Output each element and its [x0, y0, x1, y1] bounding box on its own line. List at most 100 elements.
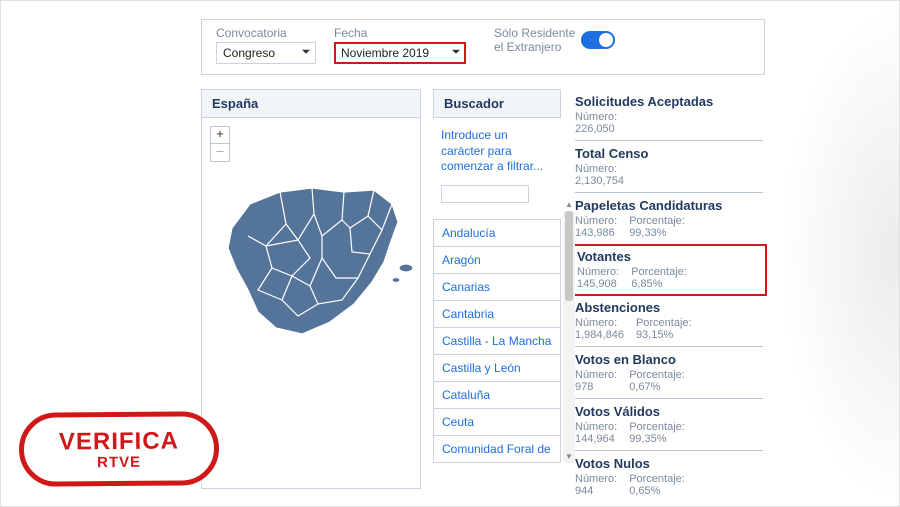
stats-numero: Número:944 [575, 473, 617, 497]
region-item[interactable]: Cantabria [434, 301, 560, 328]
stats-row: Número:144,964 Porcentaje:99,35% [575, 421, 763, 445]
stats-porcentaje: Porcentaje:93,15% [636, 317, 692, 341]
stats-porcentaje: Porcentaje:99,33% [629, 215, 685, 239]
stats-numero-label: Número: [575, 163, 624, 175]
zoom-controls: + – [210, 126, 230, 162]
zoom-in-button[interactable]: + [210, 126, 230, 144]
stats-numero-label: Número: [577, 266, 619, 278]
stats-numero-label: Número: [575, 473, 617, 485]
region-item[interactable]: Cataluña [434, 382, 560, 409]
stats-numero-label: Número: [575, 111, 617, 123]
stamp-main: VERIFICA [59, 427, 179, 456]
stats-porcentaje: Porcentaje:99,35% [629, 421, 685, 445]
stats-numero: Número:2,130,754 [575, 163, 624, 187]
stats-row: Número:2,130,754 [575, 163, 763, 187]
search-panel: Buscador Introduce un carácter para come… [433, 89, 561, 489]
stats-porcentaje-value: 93,15% [636, 329, 692, 341]
stats-title: Votos Válidos [575, 405, 763, 420]
stats-numero: Número:145,908 [577, 266, 619, 290]
fecha-label: Fecha [334, 26, 466, 40]
stats-porcentaje-value: 99,35% [629, 433, 685, 445]
buscador-hint: Introduce un carácter para comenzar a fi… [433, 118, 561, 181]
stats-numero: Número:226,050 [575, 111, 617, 135]
map-header: España [201, 89, 421, 118]
stats-title: Votos en Blanco [575, 353, 763, 368]
stats-block: Solicitudes AceptadasNúmero:226,050 [575, 89, 763, 141]
region-item[interactable]: Aragón [434, 247, 560, 274]
search-input[interactable] [441, 185, 529, 203]
buscador-header: Buscador [433, 89, 561, 118]
stats-porcentaje-value: 0,65% [629, 485, 685, 497]
map-panel: España + – [201, 89, 421, 489]
stats-numero: Número:144,964 [575, 421, 617, 445]
region-item[interactable]: Castilla - La Mancha [434, 328, 560, 355]
residentes-label: Sólo Residente el Extranjero [494, 26, 575, 55]
map-body[interactable]: + – [201, 118, 421, 489]
stats-block: Total CensoNúmero:2,130,754 [575, 141, 763, 193]
region-list[interactable]: AndalucíaAragónCanariasCantabriaCastilla… [433, 219, 561, 463]
stats-numero-label: Número: [575, 317, 624, 329]
stats-porcentaje: Porcentaje:0,65% [629, 473, 685, 497]
scroll-up-icon[interactable]: ▲ [563, 199, 575, 211]
stats-block: Papeletas CandidaturasNúmero:143,986 Porc… [575, 193, 763, 245]
stats-row: Número:978 Porcentaje:0,67% [575, 369, 763, 393]
verifica-stamp: VERIFICA RTVE [19, 411, 220, 487]
stats-row: Número:944 Porcentaje:0,65% [575, 473, 763, 497]
region-item[interactable]: Castilla y León [434, 355, 560, 382]
stats-numero-value: 2,130,754 [575, 175, 624, 187]
stats-numero-value: 145,908 [577, 278, 619, 290]
stats-block: AbstencionesNúmero:1,984,846 Porcentaje:9… [575, 295, 763, 347]
stats-title: Papeletas Candidaturas [575, 199, 763, 214]
region-item[interactable]: Ceuta [434, 409, 560, 436]
stats-numero-label: Número: [575, 215, 617, 227]
stats-title: Total Censo [575, 147, 763, 162]
stamp-sub: RTVE [97, 453, 141, 470]
stats-numero: Número:1,984,846 [575, 317, 624, 341]
stats-numero: Número:143,986 [575, 215, 617, 239]
stats-numero-value: 978 [575, 381, 617, 393]
stats-porcentaje-value: 99,33% [629, 227, 685, 239]
convocatoria-select[interactable]: Congreso [216, 42, 316, 64]
stats-porcentaje-label: Porcentaje: [629, 215, 685, 227]
residentes-toggle-group: Sólo Residente el Extranjero [494, 26, 615, 55]
stats-porcentaje: Porcentaje:6,85% [631, 266, 687, 290]
convocatoria-select-wrap: Congreso [216, 42, 316, 64]
stats-panel: Solicitudes AceptadasNúmero:226,050Total… [573, 89, 765, 489]
stats-porcentaje: Porcentaje:0,67% [629, 369, 685, 393]
region-item[interactable]: Comunidad Foral de [434, 436, 560, 463]
stats-numero-value: 1,984,846 [575, 329, 624, 341]
stats-porcentaje-label: Porcentaje: [636, 317, 692, 329]
stats-porcentaje-label: Porcentaje: [629, 421, 685, 433]
stats-numero-value: 143,986 [575, 227, 617, 239]
residentes-label-2: el Extranjero [494, 40, 575, 54]
stats-numero: Número:978 [575, 369, 617, 393]
stats-row: Número:1,984,846 Porcentaje:93,15% [575, 317, 763, 341]
stats-porcentaje-label: Porcentaje: [631, 266, 687, 278]
stats-porcentaje-label: Porcentaje: [629, 473, 685, 485]
stats-title: Votantes [577, 250, 761, 265]
filter-bar: Convocatoria Congreso Fecha Noviembre 20… [201, 19, 765, 75]
stats-porcentaje-value: 0,67% [629, 381, 685, 393]
fecha-select-wrap: Noviembre 2019 [334, 42, 466, 64]
stats-block: VotantesNúmero:145,908 Porcentaje:6,85% [571, 244, 767, 296]
stats-title: Solicitudes Aceptadas [575, 95, 763, 110]
scrollbar-track[interactable]: ▲ ▼ [563, 211, 575, 463]
stats-block: Votos NulosNúmero:944 Porcentaje:0,65% [575, 451, 763, 502]
stats-numero-label: Número: [575, 369, 617, 381]
residentes-toggle[interactable] [581, 31, 615, 49]
stats-numero-label: Número: [575, 421, 617, 433]
stats-title: Votos Nulos [575, 457, 763, 472]
stats-numero-value: 144,964 [575, 433, 617, 445]
fecha-group: Fecha Noviembre 2019 [334, 26, 466, 64]
scroll-down-icon[interactable]: ▼ [563, 451, 575, 463]
stats-row: Número:143,986 Porcentaje:99,33% [575, 215, 763, 239]
region-item[interactable]: Canarias [434, 274, 560, 301]
content-columns: España + – [201, 89, 765, 489]
fecha-select[interactable]: Noviembre 2019 [334, 42, 466, 64]
vignette-shadow [779, 1, 899, 506]
convocatoria-label: Convocatoria [216, 26, 316, 40]
convocatoria-group: Convocatoria Congreso [216, 26, 316, 64]
region-item[interactable]: Andalucía [434, 220, 560, 247]
stats-title: Abstenciones [575, 301, 763, 316]
scrollbar-thumb[interactable] [565, 211, 573, 301]
